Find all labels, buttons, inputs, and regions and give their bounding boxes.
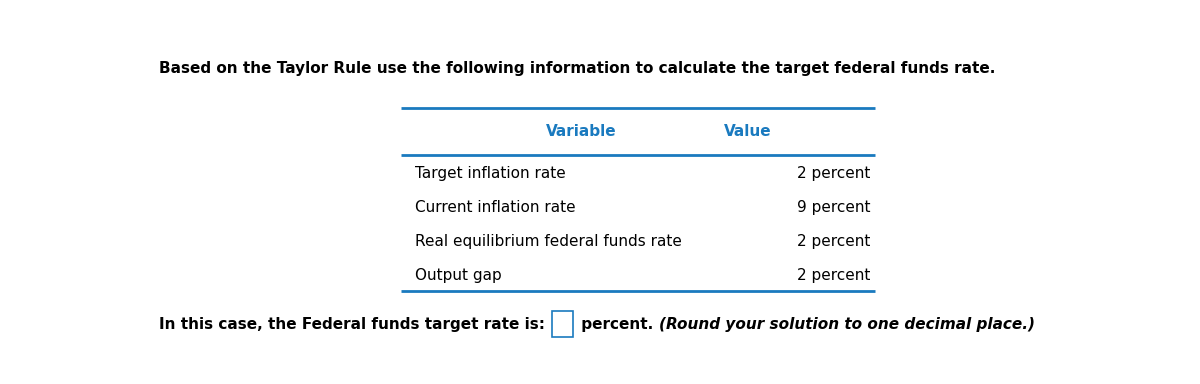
Text: In this case, the Federal funds target rate is:: In this case, the Federal funds target r…	[160, 316, 551, 331]
Text: 9 percent: 9 percent	[797, 200, 871, 215]
Text: percent.: percent.	[576, 316, 658, 331]
FancyBboxPatch shape	[552, 311, 572, 337]
Text: Based on the Taylor Rule use the following information to calculate the target f: Based on the Taylor Rule use the followi…	[160, 61, 996, 76]
Text: 2 percent: 2 percent	[797, 234, 871, 249]
Text: Real equilibrium federal funds rate: Real equilibrium federal funds rate	[415, 234, 682, 249]
Text: 2 percent: 2 percent	[797, 166, 871, 180]
Text: Target inflation rate: Target inflation rate	[415, 166, 566, 180]
Text: (Round your solution to one decimal place.): (Round your solution to one decimal plac…	[659, 316, 1036, 331]
Text: Variable: Variable	[546, 124, 617, 139]
Text: Current inflation rate: Current inflation rate	[415, 200, 576, 215]
Text: Output gap: Output gap	[415, 268, 502, 283]
Text: 2 percent: 2 percent	[797, 268, 871, 283]
Text: Value: Value	[724, 124, 772, 139]
